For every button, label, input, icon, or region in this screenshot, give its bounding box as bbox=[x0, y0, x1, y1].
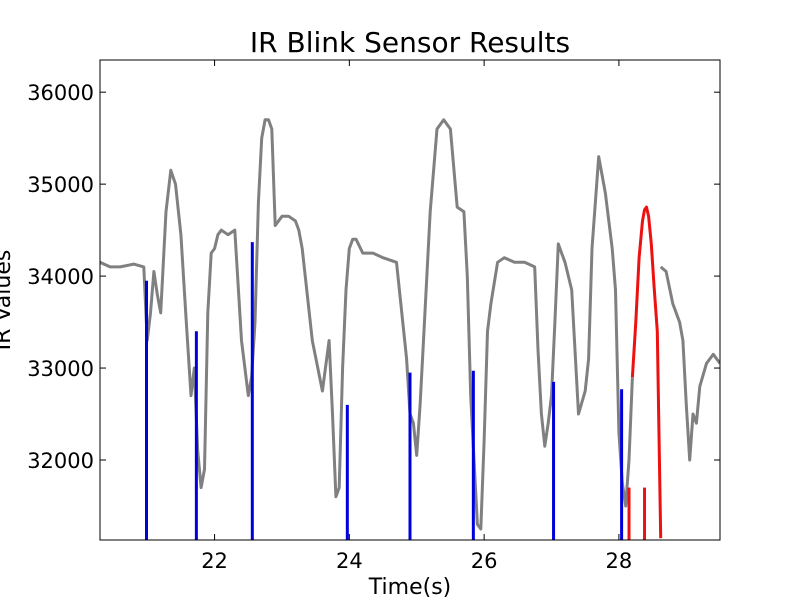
chart-title: IR Blink Sensor Results bbox=[250, 26, 570, 59]
y-tick-label: 33000 bbox=[27, 357, 94, 381]
y-tick-label: 36000 bbox=[27, 81, 94, 105]
y-tick-label: 35000 bbox=[27, 173, 94, 197]
axis-ticks: 22 24 26 28 32000 33000 34000 35000 36000 bbox=[27, 60, 720, 573]
plot-frame bbox=[99, 59, 721, 541]
x-tick-label: 28 bbox=[606, 549, 633, 573]
ir-signal-line bbox=[659, 265, 720, 462]
x-axis-label: Time(s) bbox=[368, 575, 451, 600]
x-tick-label: 24 bbox=[336, 549, 363, 573]
x-tick-label: 22 bbox=[201, 549, 228, 573]
x-tick-label: 26 bbox=[471, 549, 498, 573]
y-tick-label: 32000 bbox=[27, 449, 94, 473]
plot-area bbox=[100, 118, 720, 540]
y-tick-label: 34000 bbox=[27, 265, 94, 289]
ir-signal-line bbox=[100, 118, 634, 531]
y-axis-label: IR Values bbox=[0, 250, 16, 351]
current-blink-line bbox=[630, 205, 663, 539]
